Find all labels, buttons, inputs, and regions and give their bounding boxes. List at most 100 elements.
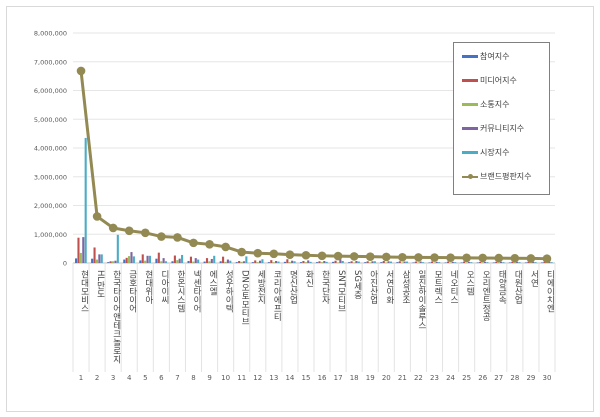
bar-3 xyxy=(192,261,195,263)
rank-label: 17 xyxy=(334,374,343,382)
bar-2 xyxy=(157,252,160,263)
bar-5 xyxy=(550,262,553,263)
bar-1 xyxy=(508,262,511,263)
category-label: 오리엔트정공 xyxy=(481,270,491,321)
category-label: 현대위아 xyxy=(143,270,153,305)
category-label: SG세충 xyxy=(352,270,362,299)
legend-line-swatch xyxy=(462,174,478,179)
category-label: 대원산업 xyxy=(513,270,523,304)
category-label: DN오토모티브 xyxy=(240,270,250,325)
bar-5 xyxy=(100,254,103,263)
bar-3 xyxy=(352,262,356,263)
legend-item-community: 커뮤니티지수 xyxy=(462,123,524,134)
bar-5 xyxy=(486,262,489,263)
bar-1 xyxy=(155,258,158,263)
bar-4 xyxy=(548,261,551,263)
category-label: 서연이화 xyxy=(384,270,394,305)
brand-reputation-point xyxy=(349,252,359,261)
bar-3 xyxy=(433,262,436,263)
bar-2 xyxy=(270,260,273,263)
bar-1 xyxy=(267,262,270,263)
bar-2 xyxy=(109,261,112,263)
legend-item-brand-reputation: 브랜드평판지수 xyxy=(462,171,532,182)
bar-1 xyxy=(235,262,238,263)
bar-1 xyxy=(332,261,335,263)
bar-3 xyxy=(240,261,243,263)
bar-4 xyxy=(355,260,358,263)
bar-3 xyxy=(256,262,259,263)
rank-label: 10 xyxy=(221,374,230,382)
rank-label: 8 xyxy=(191,374,195,382)
bar-2 xyxy=(527,261,530,263)
bar-5 xyxy=(132,256,135,263)
bar-5 xyxy=(277,261,280,263)
brand-reputation-point xyxy=(494,253,504,263)
bar-1 xyxy=(476,262,479,263)
bar-1 xyxy=(316,262,319,263)
bar-1 xyxy=(396,262,399,263)
bar-1 xyxy=(283,261,286,263)
rank-label: 23 xyxy=(430,374,439,382)
y-tick-label: 3,000,000 xyxy=(34,173,67,181)
bar-4 xyxy=(516,261,519,263)
bar-3 xyxy=(320,262,323,263)
bar-4 xyxy=(162,258,165,263)
bar-1 xyxy=(219,261,222,263)
category-label: 성우하이텍 xyxy=(224,270,234,313)
bar-2 xyxy=(479,261,482,263)
legend-swatch xyxy=(462,103,478,106)
rank-label: 13 xyxy=(269,374,278,382)
rank-label: 1 xyxy=(79,374,83,382)
bar-3 xyxy=(369,262,372,263)
rank-label: 12 xyxy=(253,374,262,382)
category-label: 금호타이어 xyxy=(127,270,137,313)
bar-2 xyxy=(125,257,128,263)
bar-5 xyxy=(534,262,537,263)
bar-5 xyxy=(357,261,360,263)
category-label: 아진산업 xyxy=(368,269,378,304)
bar-2 xyxy=(93,247,96,263)
bar-5 xyxy=(454,262,457,263)
category-label: HL만도 xyxy=(95,270,105,298)
bar-2 xyxy=(446,261,450,263)
bar-5 xyxy=(405,261,409,263)
bar-5 xyxy=(213,255,216,263)
bar-4 xyxy=(210,258,213,263)
bar-4 xyxy=(258,260,262,263)
category-label: 넥센타이어 xyxy=(192,269,202,313)
brand-reputation-point xyxy=(173,233,182,242)
brand-reputation-point xyxy=(237,247,246,257)
bar-5 xyxy=(309,261,312,263)
rank-label: 11 xyxy=(237,374,246,382)
bar-4 xyxy=(242,261,245,263)
legend-item-market: 시장지수 xyxy=(462,147,509,158)
category-label: 한국타이어앤테크놀로지 xyxy=(111,270,121,364)
bar-5 xyxy=(438,262,441,263)
bar-2 xyxy=(543,261,546,263)
brand-reputation-point xyxy=(462,253,471,263)
brand-reputation-point xyxy=(108,223,118,233)
legend-label: 시장지수 xyxy=(480,148,510,157)
bar-1 xyxy=(187,260,190,263)
category-label: 모트렉스 xyxy=(433,270,443,304)
bar-1 xyxy=(139,260,142,263)
category-label: 일진하이솔루스 xyxy=(416,270,426,330)
bar-4 xyxy=(371,261,374,263)
category-label: SNT모티브 xyxy=(336,270,346,312)
bar-3 xyxy=(128,256,131,263)
y-tick-label: 7,000,000 xyxy=(34,58,67,66)
brand-reputation-point xyxy=(253,248,263,258)
bar-5 xyxy=(261,259,264,263)
bar-4 xyxy=(146,255,149,263)
category-label: 코리아에프티 xyxy=(272,270,282,322)
bar-3 xyxy=(497,262,500,263)
bar-1 xyxy=(91,258,94,263)
bar-1 xyxy=(540,262,544,263)
bar-2 xyxy=(495,261,498,263)
bar-5 xyxy=(148,255,151,263)
bar-4 xyxy=(98,254,101,263)
bar-1 xyxy=(348,262,351,263)
brand-reputation-point xyxy=(141,228,150,238)
category-label: 화신 xyxy=(304,270,314,287)
brand-reputation-point xyxy=(365,252,375,261)
